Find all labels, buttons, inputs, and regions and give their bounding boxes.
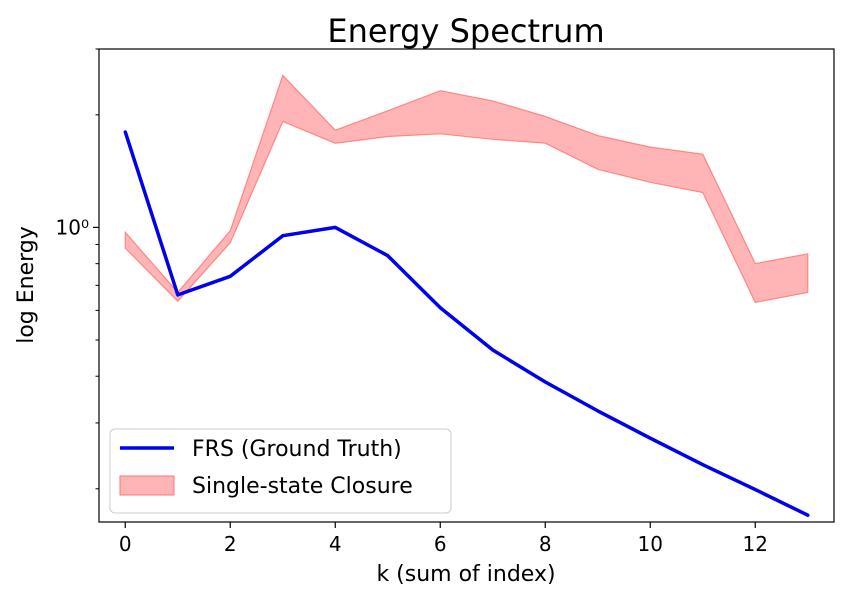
legend-swatch-closure xyxy=(119,475,175,496)
legend-label-frs: FRS (Ground Truth) xyxy=(192,437,402,462)
closure-band xyxy=(124,74,809,304)
x-tick-label: 8 xyxy=(539,532,552,556)
y-tick-label: 10⁰ xyxy=(56,215,89,239)
x-axis-title: k (sum of index) xyxy=(376,562,555,587)
legend: FRS (Ground Truth) Single-state Closure xyxy=(109,428,452,514)
x-tick-label: 4 xyxy=(329,532,342,556)
x-tick-label: 10 xyxy=(638,532,663,556)
x-tick-label: 0 xyxy=(119,532,132,556)
y-axis-title: log Energy xyxy=(14,226,39,344)
legend-box xyxy=(109,428,452,514)
frs-line xyxy=(123,130,810,517)
x-tick-label: 2 xyxy=(224,532,237,556)
x-tick-label: 6 xyxy=(434,532,447,556)
x-tick-label: 12 xyxy=(743,532,768,556)
chart-title: Energy Spectrum xyxy=(327,12,604,50)
legend-label-closure: Single-state Closure xyxy=(192,474,413,499)
